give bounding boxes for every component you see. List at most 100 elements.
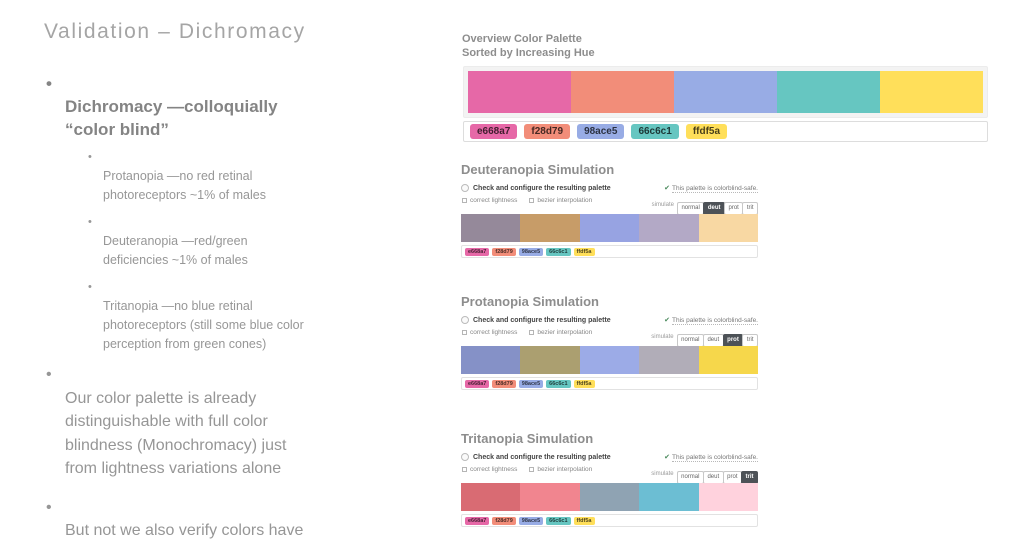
simulate-button-group: normal deut prot trit [676,465,758,484]
hex-chip: f28d79 [492,379,516,388]
checkmark-icon: ✔ [664,317,670,324]
step-label: Check and configure the resulting palett… [473,453,611,461]
hex-chip: 66c6c1 [631,124,679,139]
hex-chip-bar: e668a7 f28d79 98ace5 66c6c1 ffdf5a [461,245,758,258]
checkbox-icon[interactable] [529,467,535,472]
checkmark-icon: ✔ [664,185,670,192]
checkmark-icon: ✔ [664,454,670,461]
checkbox-icon[interactable] [462,198,467,203]
checkbox-bezier-interpolation-label: bezier interpolation [537,466,593,473]
step-label: Check and configure the resulting palett… [473,316,611,324]
simulated-swatch [698,214,759,242]
simulate-button-deut[interactable]: deut [703,201,725,215]
checkbox-icon[interactable] [462,330,467,335]
sub-bullet-deuteranopia: • Deuteranopia —red/green deficiencies ~1… [86,213,414,270]
simulate-button-normal[interactable]: normal [676,333,704,347]
checkbox-correct-lightness-label: correct lightness [470,329,518,336]
simulated-swatch [520,346,580,374]
sub-bullet-protanopia: • Protanopia —no red retinal photorecepto… [86,148,414,205]
checkbox-bezier-interpolation[interactable]: bezier interpolation [529,329,592,336]
hex-chip-bar: e668a7 f28d79 98ace5 66c6c1 ffdf5a [461,377,758,390]
hex-chip: ffdf5a [573,516,595,525]
hex-chip: f28d79 [492,516,516,525]
palette-swatch [674,71,777,113]
overview-palette-title: Overview Color Palette Sorted by Increas… [462,33,595,59]
bullet-icon: • [88,151,92,163]
overview-palette-strip [463,66,988,118]
simulate-button-group: normal deut prot trit [676,196,758,215]
simulated-palette-strip [461,346,759,374]
checkbox-correct-lightness[interactable]: correct lightness [462,466,517,473]
sub-bullet-protanopia-text: Protanopia —no red retinal photoreceptor… [103,169,266,202]
sub-bullet-tritanopia: • Tritanopia —no blue retinal photorecept… [86,278,414,354]
hex-chip: 98ace5 [518,247,544,256]
checkbox-correct-lightness[interactable]: correct lightness [462,329,517,336]
simulated-swatch [579,346,640,374]
simulate-button-prot[interactable]: prot [723,201,744,215]
overview-hex-chip-bar: e668a7 f28d79 98ace5 66c6c1 ffdf5a [463,121,988,142]
simulated-swatch [579,483,640,511]
hex-chip: 98ace5 [518,516,544,525]
simulated-swatch [639,483,699,511]
simulate-button-trit[interactable]: trit [741,470,758,484]
simulated-swatch [461,483,521,511]
step-icon [461,184,469,192]
simulate-button-prot[interactable]: prot [722,470,742,484]
hex-chip: e668a7 [465,247,490,256]
palette-swatch [571,71,674,113]
sub-bullet-deuteranopia-text: Deuteranopia —red/green deficiencies ~1%… [103,234,248,267]
checkbox-bezier-interpolation[interactable]: bezier interpolation [529,466,592,473]
checkbox-bezier-interpolation-label: bezier interpolation [537,197,593,204]
simulate-button-trit[interactable]: trit [742,201,758,215]
sub-bullet-tritanopia-text: Tritanopia —no blue retinal photorecepto… [103,299,304,351]
hex-chip-bar: e668a7 f28d79 98ace5 66c6c1 ffdf5a [461,514,758,527]
checkbox-bezier-interpolation-label: bezier interpolation [537,329,593,336]
colorblind-safe-text: This palette is colorblind-safe. [672,317,758,325]
bullet-icon: • [46,498,52,516]
bullet-verify-colors-text: But not we also verify colors have visua… [65,522,304,539]
bullet-icon: • [88,281,92,293]
bullet-icon: • [88,216,92,228]
simulate-button-trit[interactable]: trit [742,333,758,347]
simulation-section-deut: Deuteranopia Simulation Check and config… [461,162,759,258]
simulated-palette-strip [461,214,759,242]
simulated-swatch [520,214,580,242]
simulated-swatch [698,483,759,511]
simulate-button-deut[interactable]: deut [702,333,724,347]
simulate-button-prot[interactable]: prot [722,333,744,347]
hex-chip: 66c6c1 [546,379,571,388]
bullet-list: • Dichromacy —colloquially “color blind” … [44,72,414,540]
checkbox-icon[interactable] [529,198,535,203]
simulate-button-normal[interactable]: normal [676,201,705,215]
checkbox-bezier-interpolation[interactable]: bezier interpolation [529,197,592,204]
checkbox-icon[interactable] [529,330,535,335]
simulation-controls: Check and configure the resulting palett… [461,184,758,215]
simulation-title: Deuteranopia Simulation [461,162,615,177]
hex-chip: 66c6c1 [546,247,571,256]
hex-chip: e668a7 [470,124,518,139]
colorblind-safe-text: This palette is colorblind-safe. [672,454,758,462]
simulated-swatch [639,346,699,374]
simulation-controls: Check and configure the resulting palett… [461,316,758,347]
simulation-title: Protanopia Simulation [461,294,599,309]
simulated-palette-strip [461,483,759,511]
checkbox-correct-lightness-label: correct lightness [470,197,518,204]
simulate-button-deut[interactable]: deut [702,470,724,484]
bullet-palette-distinguishable: • Our color palette is already distinguis… [44,363,414,481]
step-label: Check and configure the resulting palett… [473,184,611,192]
checkbox-icon[interactable] [462,467,467,472]
colorblind-safe-text: This palette is colorblind-safe. [672,185,758,193]
simulation-section-trit: Tritanopia Simulation Check and configur… [461,431,759,527]
sub-bullet-list: • Protanopia —no red retinal photorecepto… [86,148,414,354]
palette-swatch [777,71,880,113]
hex-chip: 66c6c1 [546,516,571,525]
bullet-palette-distinguishable-text: Our color palette is already distinguish… [65,389,287,478]
simulate-button-normal[interactable]: normal [676,470,704,484]
simulated-swatch [461,214,521,242]
checkbox-correct-lightness[interactable]: correct lightness [462,197,517,204]
palette-swatch [880,71,983,113]
bullet-dichromacy-text: Dichromacy —colloquially “color blind” [65,97,278,139]
simulation-section-prot: Protanopia Simulation Check and configur… [461,294,759,390]
page-title: Validation – Dichromacy [44,20,306,43]
